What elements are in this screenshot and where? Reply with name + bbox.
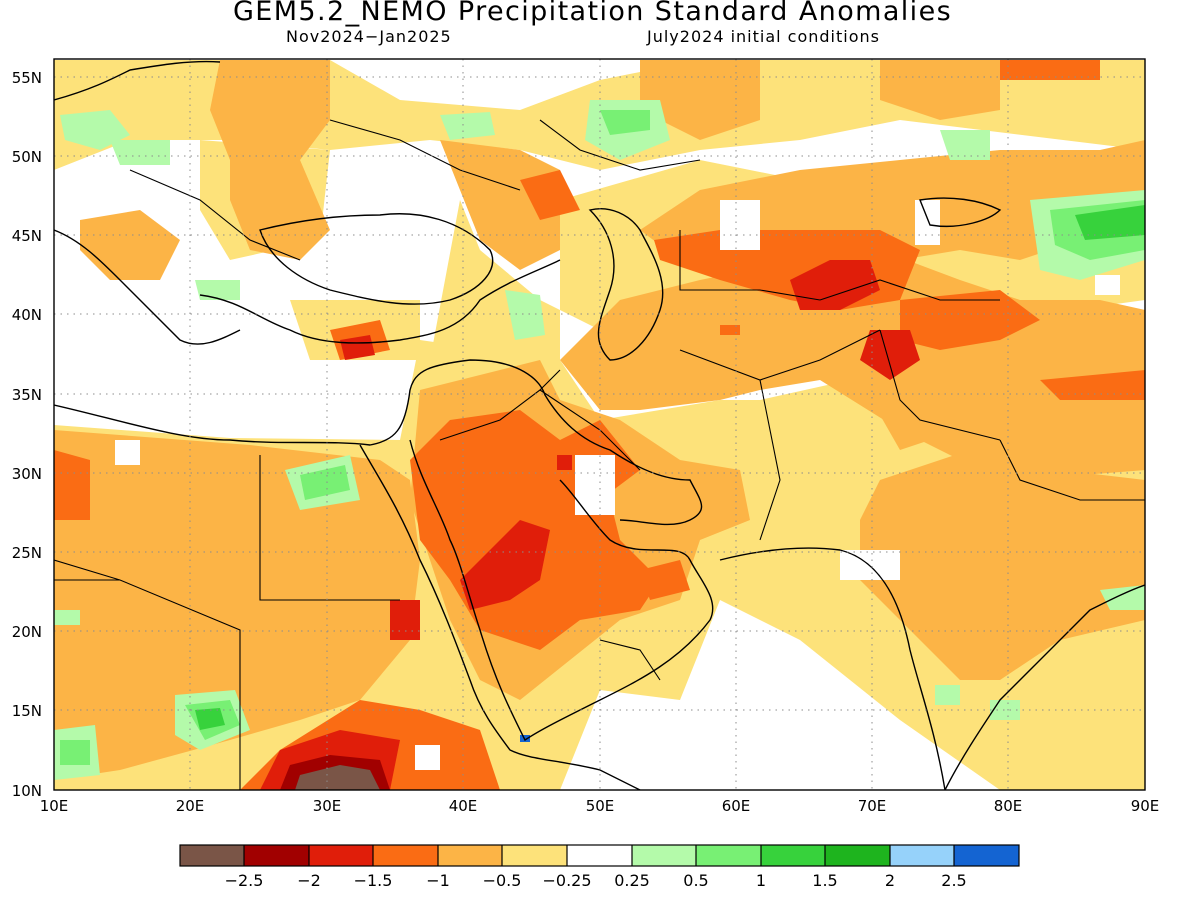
lat-tick-55n: 55N [12,69,42,87]
latitude-axis: 10N 15N 20N 25N 30N 35N 40N 45N 50N 55N [12,69,42,800]
lon-tick-80e: 80E [994,797,1023,815]
lat-tick-25n: 25N [12,544,42,562]
lat-tick-30n: 30N [12,465,42,483]
lat-tick-35n: 35N [12,386,42,404]
colorbar-label-5: −0.5 [483,871,522,890]
colorbar-label-1: −2.5 [225,871,264,890]
colorbar-label-2: −2 [297,871,321,890]
colorbar-label-8: 0.5 [683,871,708,890]
colorbar-swatch-11 [825,845,890,866]
coastlines [54,60,1145,790]
lat-tick-10n: 10N [12,782,42,800]
colorbar-swatch-4 [373,845,438,866]
colorbar-label-6: −0.25 [542,871,591,890]
colorbar-label-4: −1 [426,871,450,890]
colorbar-label-7: 0.25 [614,871,650,890]
lat-tick-40n: 40N [12,306,42,324]
colorbar-swatch-3 [309,845,373,866]
anomaly-light-orange-areas [54,60,1145,780]
anomaly-brown-areas [295,765,380,790]
colorbar-swatch-1 [180,845,244,866]
colorbar-label-12: 2.5 [941,871,966,890]
colorbar-swatch-6 [502,845,567,866]
colorbar-label-11: 2 [885,871,895,890]
colorbar-swatch-12 [890,845,954,866]
lon-tick-50e: 50E [586,797,615,815]
lon-tick-40e: 40E [449,797,478,815]
anomaly-fields [54,60,1145,790]
lat-tick-20n: 20N [12,623,42,641]
lat-tick-50n: 50N [12,148,42,166]
map-border [53,58,1146,791]
lon-tick-20e: 20E [176,797,205,815]
lat-tick-45n: 45N [12,227,42,245]
lon-tick-60e: 60E [722,797,751,815]
colorbar-swatch-13 [954,845,1019,866]
initial-conditions: July2024 initial conditions [647,27,880,46]
colorbar-swatch-10 [761,845,825,866]
colorbar-label-10: 1.5 [812,871,837,890]
lon-tick-70e: 70E [858,797,887,815]
colorbar-swatch-2 [244,845,309,866]
colorbar-swatch-8 [632,845,696,866]
lon-tick-90e: 90E [1131,797,1160,815]
lon-tick-10e: 10E [40,797,69,815]
anomaly-mid-green-areas [195,205,1145,730]
colorbar-label-9: 1 [756,871,766,890]
map-title: GEM5.2_NEMO Precipitation Standard Anoma… [232,0,953,27]
lat-tick-15n: 15N [12,702,42,720]
colorbar: −2.5 −2 −1.5 −1 −0.5 −0.25 0.25 0.5 1 1.… [179,844,1020,890]
colorbar-swatch-9 [696,845,761,866]
colorbar-swatch-5 [438,845,502,866]
longitude-axis: 10E 20E 30E 40E 50E 60E 70E 80E 90E [40,797,1160,815]
colorbar-label-3: −1.5 [354,871,393,890]
colorbar-swatch-7 [567,845,632,866]
lon-tick-30e: 30E [313,797,342,815]
forecast-period: Nov2024−Jan2025 [286,27,452,46]
graticule [54,59,1145,790]
